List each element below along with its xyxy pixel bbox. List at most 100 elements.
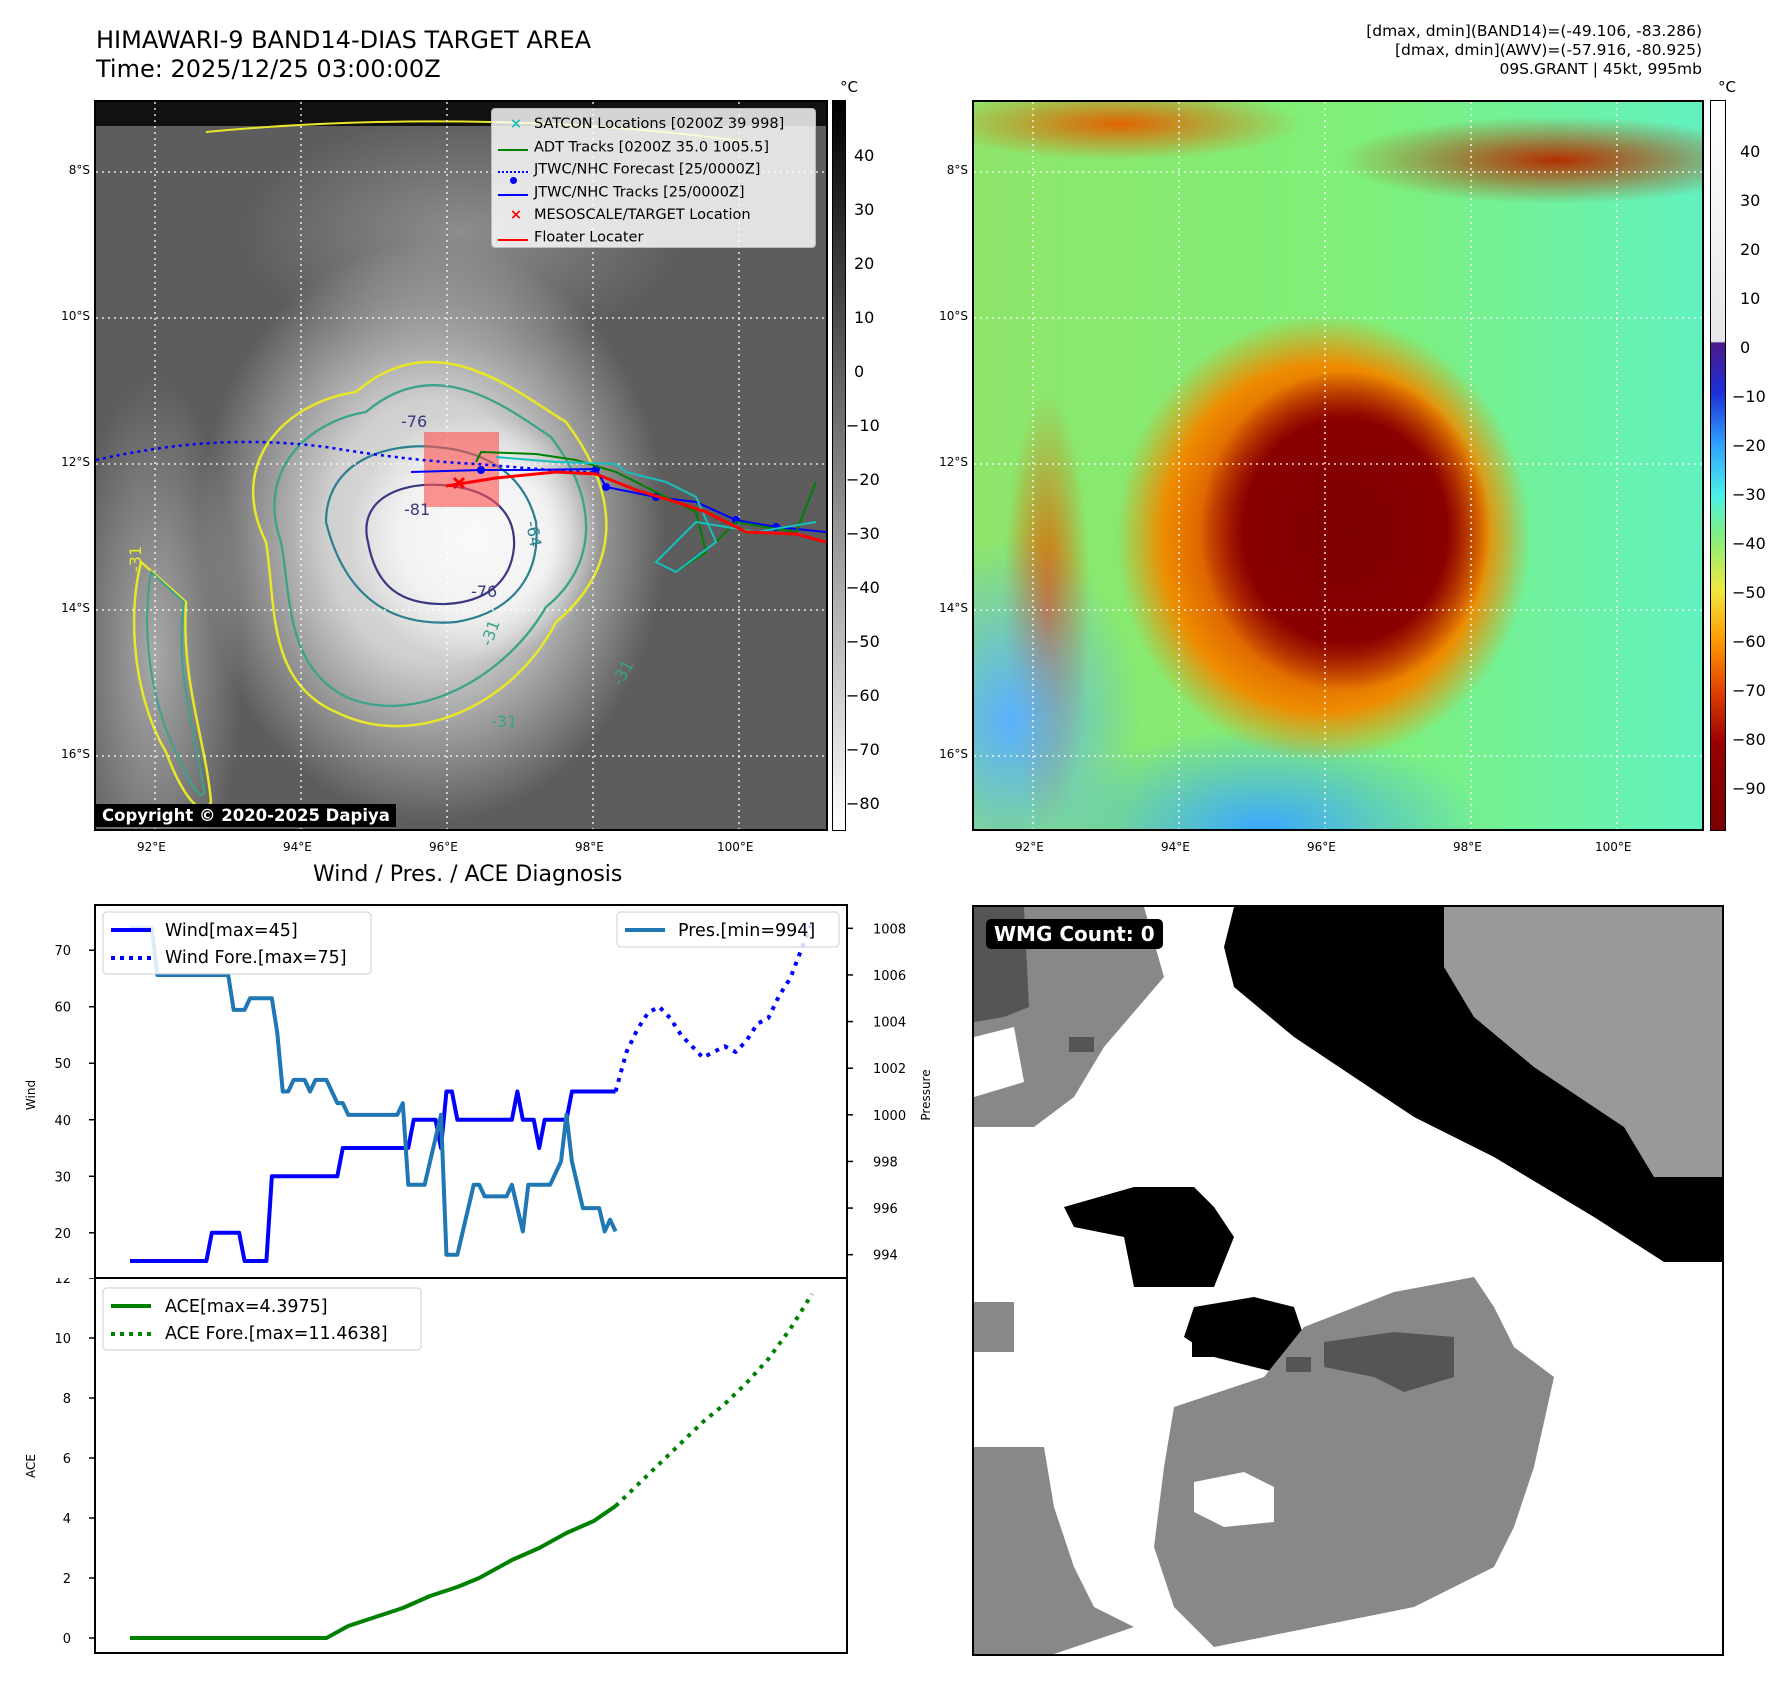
lon-label: 94°E — [1161, 840, 1190, 854]
wmg-mask-panel: WMG Count: 0 — [972, 905, 1724, 1656]
cbar-tick: −50 — [1732, 583, 1766, 602]
x-marker-icon: × — [509, 116, 523, 132]
lat-label: 16°S — [939, 747, 968, 761]
cbar-tick: 0 — [1740, 338, 1751, 357]
contour-labels: -76 -81 -64 -76 -31 -31 -31 -31 — [126, 412, 638, 731]
lat-label: 10°S — [939, 309, 968, 323]
lon-label: 94°E — [283, 840, 312, 854]
lat-label: 8°S — [68, 163, 90, 177]
wind-tick-label: 30 — [54, 1170, 71, 1185]
gray-colorbar — [832, 100, 846, 831]
cbar-tick: −80 — [1732, 730, 1766, 749]
legend-ace-fore: ACE Fore.[max=11.4638] — [165, 1324, 388, 1344]
legend-item: JTWC/NHC Tracks [25/0000Z] — [498, 177, 809, 204]
ace-tick-label: 4 — [63, 1512, 71, 1527]
pressure-axis: 1008 1006 1004 1002 1000 998 996 994 — [847, 922, 906, 1264]
color-map-graticule — [974, 102, 1702, 829]
lat-label: 16°S — [61, 747, 90, 761]
wind-pressure-lines — [130, 921, 814, 1264]
contour-label: -81 — [404, 500, 430, 519]
color-map-lat-labels: 8°S 10°S 12°S 14°S 16°S — [924, 100, 968, 831]
color-map-lon-labels: 92°E 94°E 96°E 98°E 100°E — [974, 840, 1704, 858]
contour-label: -76 — [471, 582, 497, 601]
color-colorbar-unit: °C — [1718, 78, 1736, 96]
ace-plot-frame — [94, 1278, 848, 1654]
cbar-tick: −60 — [846, 686, 880, 705]
pressure-tick-label: 1002 — [873, 1062, 906, 1077]
cbar-tick: −70 — [1732, 681, 1766, 700]
gray-map-lon-labels: 92°E 94°E 96°E 98°E 100°E — [96, 840, 826, 858]
line-icon — [498, 136, 534, 159]
cbar-tick: −50 — [846, 632, 880, 651]
legend-wind-fore: Wind Fore.[max=75] — [165, 948, 347, 968]
wind-tick-label: 20 — [54, 1227, 71, 1242]
lat-label: 12°S — [939, 455, 968, 469]
gray-map-lat-labels: 8°S 10°S 12°S 14°S 16°S — [46, 100, 90, 831]
diagnosis-title: Wind / Pres. / ACE Diagnosis — [313, 862, 623, 887]
mask-gray-dark — [1324, 1332, 1454, 1392]
cbar-tick: −40 — [846, 578, 880, 597]
line-dot-icon — [498, 177, 534, 204]
track-legend: × SATCON Locations [0200Z 39 998] ADT Tra… — [491, 108, 816, 248]
lon-label: 100°E — [717, 840, 754, 854]
cbar-tick: 20 — [1740, 240, 1761, 259]
cbar-tick: −30 — [1732, 485, 1766, 504]
pressure-ylabel: Pressure — [919, 1069, 930, 1120]
ace-ylabel: ACE — [24, 1454, 38, 1478]
legend-label: JTWC/NHC Tracks [25/0000Z] — [534, 184, 745, 201]
ace-tick-label: 0 — [63, 1632, 71, 1647]
cbar-tick: 10 — [1740, 289, 1761, 308]
ir-color-map — [972, 100, 1704, 831]
mask-gray-bottomleft — [974, 1447, 1134, 1654]
lon-label: 96°E — [1307, 840, 1336, 854]
lat-label: 12°S — [61, 455, 90, 469]
contour-label: -31 — [491, 712, 517, 731]
pressure-tick-label: 1008 — [873, 922, 906, 937]
cbar-tick: −40 — [1732, 534, 1766, 553]
jtwc-track — [410, 467, 826, 533]
ace-legend: ACE[max=4.3975] ACE Fore.[max=11.4638] — [102, 1287, 422, 1351]
ace-lines — [130, 1293, 814, 1640]
contour-76 — [365, 483, 516, 606]
wind-tick-label: 50 — [54, 1057, 71, 1072]
cbar-tick: −90 — [1732, 779, 1766, 798]
cbar-tick: −30 — [846, 524, 880, 543]
cbar-tick: 40 — [854, 146, 875, 165]
line-icon — [498, 226, 534, 249]
pressure-tick-label: 1000 — [873, 1109, 906, 1124]
color-colorbar-ticks: 40 30 20 10 0 −10 −20 −30 −40 −50 −60 −7… — [1732, 100, 1788, 831]
cbar-tick: −60 — [1732, 632, 1766, 651]
lon-label: 92°E — [1015, 840, 1044, 854]
legend-item: × SATCON Locations [0200Z 39 998] — [498, 113, 809, 136]
mask-white-gap — [974, 1027, 1024, 1097]
contour-64 — [324, 445, 538, 624]
cbar-tick: −20 — [846, 470, 880, 489]
title-line-2: Time: 2025/12/25 03:00:00Z — [96, 55, 441, 83]
lon-label: 96°E — [429, 840, 458, 854]
forecast-track — [96, 440, 597, 474]
series-line — [614, 1293, 814, 1508]
lat-label: 14°S — [61, 601, 90, 615]
lon-label: 92°E — [137, 840, 166, 854]
mask-white-gap — [1194, 1472, 1274, 1527]
contour-50 — [273, 384, 588, 707]
series-line — [130, 926, 618, 1257]
cbar-tick: −70 — [846, 740, 880, 759]
info-line-2: [dmax, dmin](AWV)=(-57.916, -80.925) — [1395, 41, 1702, 59]
legend-label: JTWC/NHC Forecast [25/0000Z] — [534, 161, 761, 178]
pressure-legend: Pres.[min=994] — [616, 911, 840, 948]
adt-track — [475, 450, 817, 573]
legend-item: JTWC/NHC Forecast [25/0000Z] — [498, 158, 809, 181]
lon-label: 98°E — [575, 840, 604, 854]
lat-label: 14°S — [939, 601, 968, 615]
ir-gray-map: -76 -81 -64 -76 -31 -31 -31 -31 × SATCON … — [94, 100, 828, 831]
wind-tick-label: 40 — [54, 1114, 71, 1129]
cbar-tick: −20 — [1732, 436, 1766, 455]
dotted-line-icon — [498, 158, 534, 181]
mask-gray-dark — [1286, 1357, 1311, 1372]
gray-colorbar-unit: °C — [840, 78, 858, 96]
legend-label: ADT Tracks [0200Z 35.0 1005.5] — [534, 138, 770, 155]
cbar-tick: 10 — [854, 308, 875, 327]
target-marker — [452, 476, 466, 490]
cbar-tick: 30 — [854, 200, 875, 219]
